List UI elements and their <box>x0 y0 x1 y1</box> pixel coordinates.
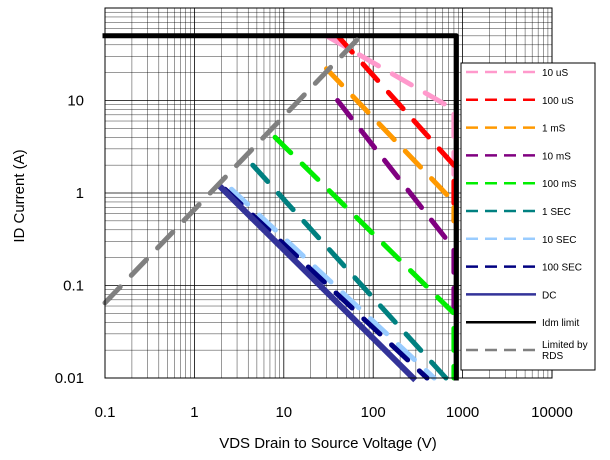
x-tick-label: 10000 <box>531 404 573 421</box>
x-tick-label: 1000 <box>446 404 479 421</box>
legend-box <box>460 62 596 371</box>
legend-label-limited-by-rds: Limited by RDS <box>542 340 588 362</box>
series-group <box>102 29 459 383</box>
legend-label-1-sec: 1 SEC <box>542 207 571 218</box>
series-line-1-sec <box>250 162 449 381</box>
legend-label-dc: DC <box>542 290 556 301</box>
x-tick-label: 10 <box>275 404 292 421</box>
legend-label-100-ms: 100 mS <box>542 179 577 190</box>
y-tick-label: 10 <box>67 93 84 110</box>
x-tick-label: 1 <box>190 404 198 421</box>
legend-label-10-ms: 10 mS <box>542 151 571 162</box>
legend-label-idm-limit: Idm limit <box>542 318 579 329</box>
y-axis-label: ID Current (A) <box>11 149 28 242</box>
legend-label-1-ms: 1 mS <box>542 124 566 135</box>
legend-label-100-us: 100 uS <box>542 96 574 107</box>
x-axis-label: VDS Drain to Source Voltage (V) <box>219 435 437 452</box>
y-tick-label: 0.1 <box>63 278 84 295</box>
legend: 10 uS 100 uS 1 mS 10 mS 100 mS 1 SEC 10 SEC 100… <box>460 62 596 371</box>
legend-label-10-sec: 10 SEC <box>542 235 576 246</box>
y-tick-label: 1 <box>76 185 84 202</box>
series-line-idm-limit <box>102 33 459 381</box>
x-tick-label: 0.1 <box>95 404 116 421</box>
series-line-10-sec <box>229 186 437 381</box>
series-line-dc <box>215 181 418 383</box>
x-tick-label: 100 <box>361 404 386 421</box>
y-tick-label: 0.01 <box>55 370 84 387</box>
series-line-limited-by-rds <box>102 29 367 306</box>
legend-label-10-us: 10 uS <box>542 68 568 79</box>
y-tick-labels: 10 1 0.1 0.01 <box>55 93 84 388</box>
legend-label-100-sec: 100 SEC <box>542 263 582 274</box>
x-tick-labels: 0.1 1 10 100 1000 10000 <box>95 404 573 421</box>
